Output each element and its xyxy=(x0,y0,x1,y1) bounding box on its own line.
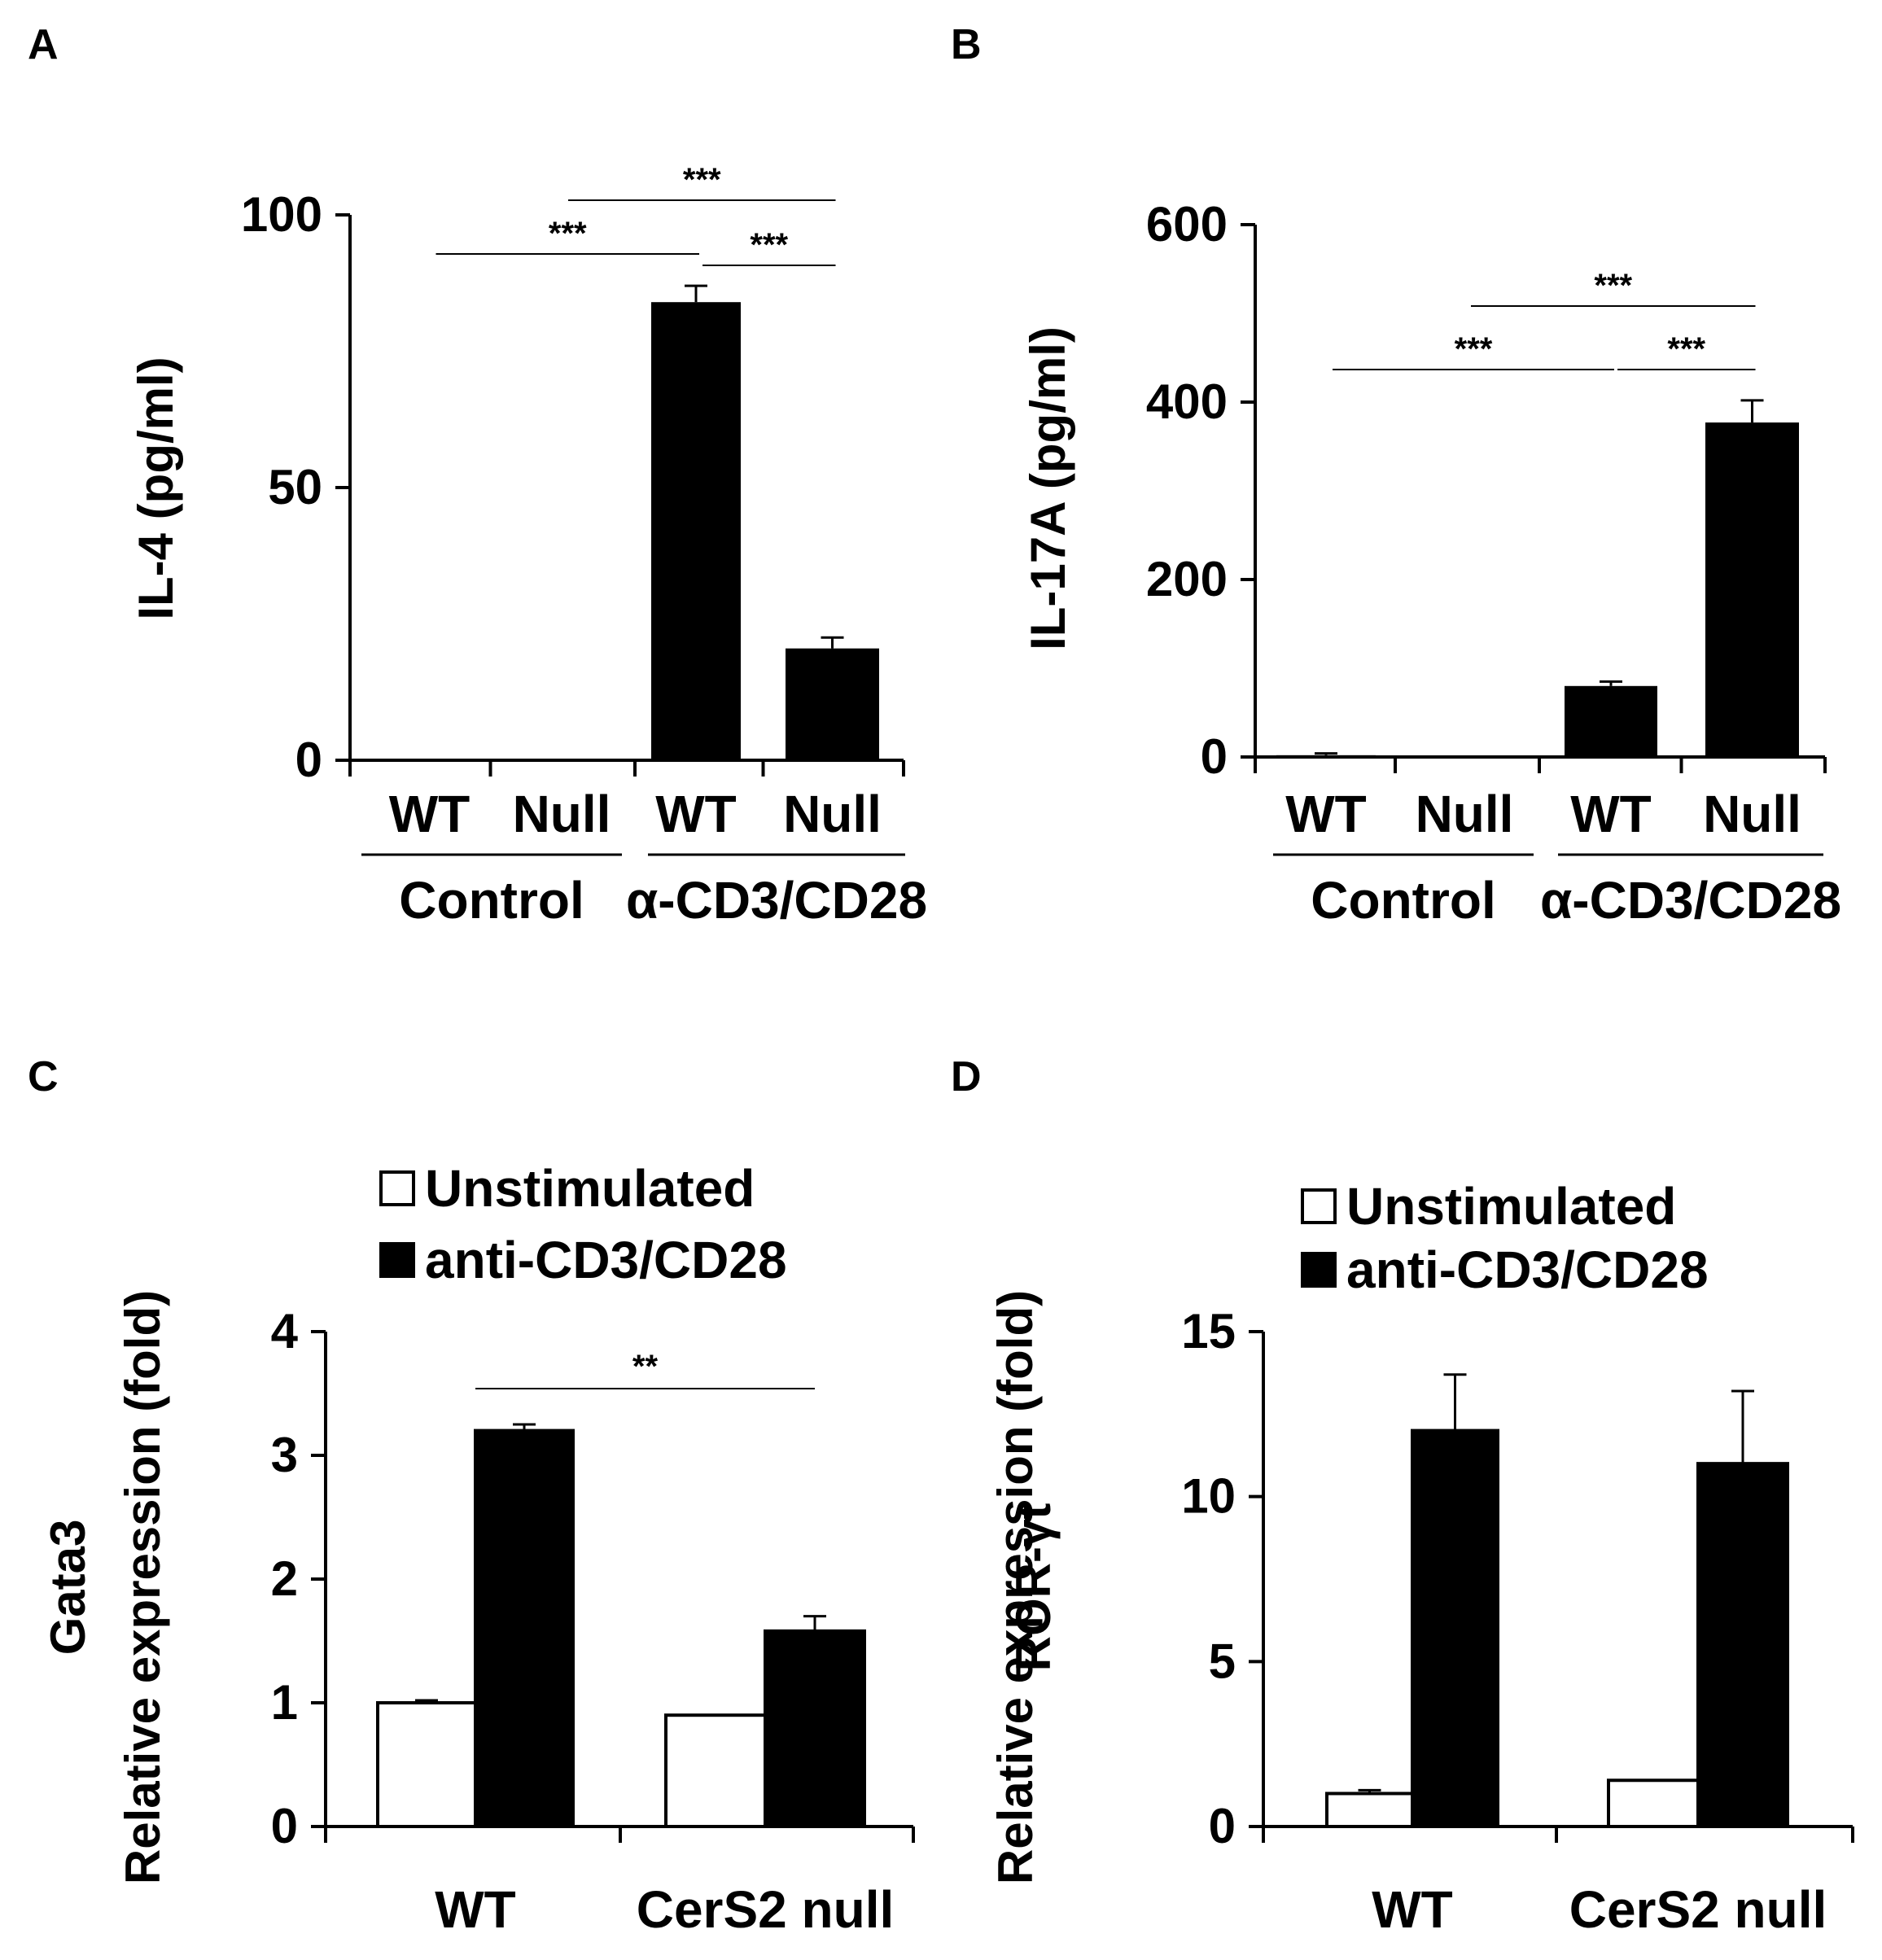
category-label: Null xyxy=(513,785,611,843)
panel-letter-d: D xyxy=(951,1053,982,1100)
bar-unstimulated xyxy=(1607,1778,1700,1829)
y-tick-label: 10 xyxy=(1181,1469,1236,1524)
y-tick-label: 200 xyxy=(1146,552,1228,606)
bar-stimulated xyxy=(1696,1462,1789,1828)
legend-swatch-stimulated-d xyxy=(1301,1252,1337,1288)
group-label: Control xyxy=(399,871,584,930)
y-axis-title: IL-4 (pg/ml) xyxy=(129,357,183,619)
y-tick-label: 1 xyxy=(271,1675,298,1730)
group-label: Control xyxy=(1311,871,1496,930)
category-label: Null xyxy=(1703,785,1801,843)
legend-c: Unstimulated anti-CD3/CD28 xyxy=(379,1159,787,1289)
y-tick-label: 0 xyxy=(295,733,322,787)
category-label: WT xyxy=(1372,1880,1453,1939)
category-label: Null xyxy=(783,785,882,843)
y-tick-label: 15 xyxy=(1181,1304,1236,1358)
y-tick-label: 50 xyxy=(268,460,322,514)
bar xyxy=(1705,422,1799,757)
legend-label-stimulated-d: anti-CD3/CD28 xyxy=(1346,1240,1709,1299)
bar-unstimulated xyxy=(664,1713,767,1828)
y-axis-gene-name: Gata3 xyxy=(41,1520,95,1656)
group-label: α-CD3/CD28 xyxy=(1540,871,1841,930)
bar xyxy=(1276,755,1376,757)
legend-label-stimulated-c: anti-CD3/CD28 xyxy=(425,1231,787,1289)
y-tick-label: 5 xyxy=(1209,1634,1236,1688)
bar-unstimulated xyxy=(376,1701,477,1828)
legend-d: Unstimulated anti-CD3/CD28 xyxy=(1301,1177,1709,1299)
panel-letter-c: C xyxy=(28,1053,59,1100)
y-axis-title: Relative expression (fold) xyxy=(988,1290,1043,1884)
legend-label-unstimulated-c: Unstimulated xyxy=(425,1159,755,1218)
chart-il17a: 0 200 400 600 WT Null WT Null Control α-CD3/CD28 *… xyxy=(1021,197,1841,930)
significance-label: *** xyxy=(750,227,788,263)
significance-label: *** xyxy=(549,216,587,252)
y-tick-label: 0 xyxy=(1201,729,1228,784)
significance-label: *** xyxy=(1667,331,1705,367)
y-tick-label: 3 xyxy=(271,1428,298,1482)
y-tick-label: 600 xyxy=(1146,197,1228,252)
bar-stimulated xyxy=(1411,1428,1499,1828)
bar-stimulated xyxy=(764,1629,866,1828)
y-axis-title: Relative expression (fold) xyxy=(116,1290,170,1884)
category-label: CerS2 null xyxy=(1569,1880,1827,1939)
y-tick-label: 2 xyxy=(271,1551,298,1606)
significance-label: *** xyxy=(1455,331,1493,367)
bar-unstimulated xyxy=(1325,1792,1414,1828)
significance-label: *** xyxy=(1594,268,1632,304)
category-label: WT xyxy=(1570,785,1652,843)
category-label: WT xyxy=(1285,785,1367,843)
chart-ror-gt: 0 5 10 15 WT CerS2 null Relative expression (f… xyxy=(988,1290,1854,1939)
legend-label-unstimulated-d: Unstimulated xyxy=(1346,1177,1676,1236)
legend-swatch-stimulated-c xyxy=(379,1242,415,1278)
y-tick-label: 400 xyxy=(1146,374,1228,429)
chart-gata3: 0 1 2 3 4 WT CerS2 null ** Relative expression (… xyxy=(41,1290,915,1939)
y-tick-label: 100 xyxy=(241,187,322,242)
panel-letter-b: B xyxy=(951,21,982,68)
category-label: Null xyxy=(1416,785,1514,843)
bar xyxy=(651,302,741,760)
y-tick-label: 0 xyxy=(271,1799,298,1853)
y-tick-label: 4 xyxy=(271,1304,299,1358)
y-tick-label: 0 xyxy=(1209,1799,1236,1853)
significance-label: *** xyxy=(683,162,721,198)
bar-stimulated xyxy=(474,1428,575,1828)
group-label: α-CD3/CD28 xyxy=(626,871,927,930)
y-axis-title: IL-17A (pg/ml) xyxy=(1021,326,1075,650)
panel-letter-a: A xyxy=(28,21,59,68)
category-label: WT xyxy=(389,785,470,843)
bar xyxy=(1565,685,1657,757)
category-label: CerS2 null xyxy=(637,1880,895,1939)
bar xyxy=(786,648,879,760)
category-label: WT xyxy=(655,785,737,843)
y-axis-gene-name: ROR-γt xyxy=(1006,1503,1061,1672)
legend-swatch-unstimulated-c xyxy=(379,1170,415,1206)
legend-swatch-unstimulated-d xyxy=(1301,1188,1337,1224)
category-label: WT xyxy=(435,1880,516,1939)
chart-il4: 0 50 100 WT Null WT Null Control α-CD3/CD28 *** **… xyxy=(129,162,927,930)
significance-label: ** xyxy=(632,1349,659,1385)
